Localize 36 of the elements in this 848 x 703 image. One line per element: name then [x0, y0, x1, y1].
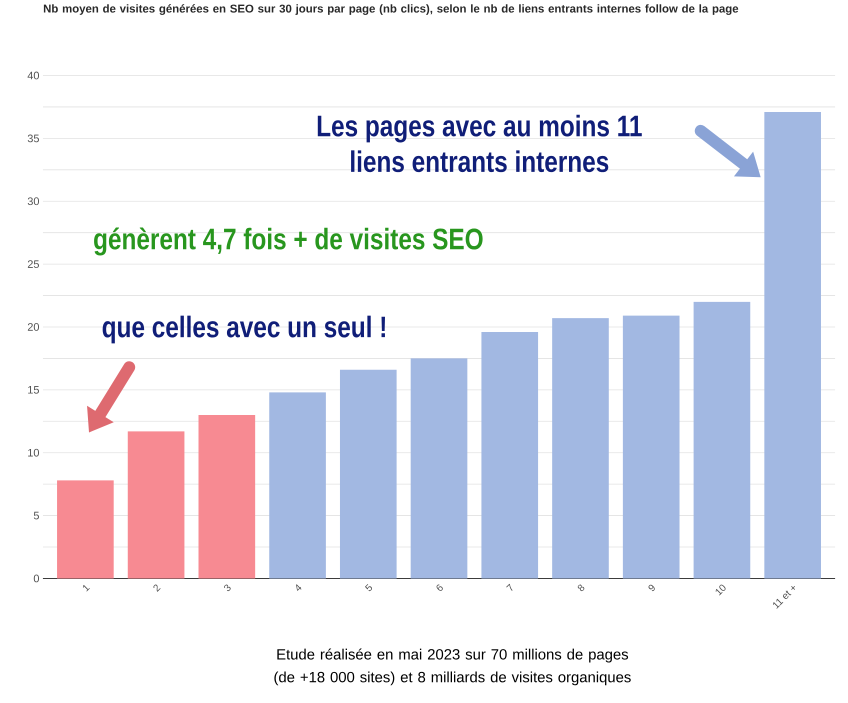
y-tick-label: 35 — [28, 134, 39, 142]
y-tick-label: 15 — [28, 386, 39, 394]
x-tick-label: 1 — [82, 585, 90, 592]
bar — [57, 480, 114, 579]
bar — [764, 112, 821, 579]
bar — [128, 432, 184, 579]
y-tick-label: 30 — [28, 198, 39, 206]
bar — [552, 318, 609, 579]
bar — [694, 302, 750, 579]
chart-title: Nb moyen de visites générées en SEO sur 30 jours par page (nb clics), selon le nb de liens entrants internes follow de la page — [44, 4, 738, 16]
text: Etude réalisée en mai 2023 sur 70 millions de pages (de +18 000 sites) et 8 milliards de visites organiques — [274, 648, 631, 686]
x-tick-label: 2 — [153, 584, 161, 592]
x-tick-label: 8 — [578, 584, 584, 592]
x-tick-label: 10 — [716, 584, 726, 596]
bar — [410, 358, 468, 579]
x-tick-label: 6 — [436, 584, 443, 592]
y-tick-label: 0 — [34, 574, 40, 582]
y-tick-label: 20 — [28, 323, 39, 331]
bar — [622, 316, 680, 579]
bar — [481, 332, 538, 579]
x-tick-label: 11 et + — [773, 586, 796, 609]
x-tick-label: 4 — [296, 584, 302, 592]
y-tick-label: 5 — [34, 512, 39, 520]
annotation: que celles avec un seul ! — [102, 316, 386, 344]
y-tick-label: 10 — [28, 449, 39, 457]
bar — [340, 370, 397, 579]
x-tick-label: 5 — [364, 584, 372, 592]
y-tick-label: 40 — [28, 72, 39, 80]
annotation: génèrent 4,7 fois + de visites SEO — [94, 228, 483, 256]
x-tick-label: 9 — [648, 584, 655, 592]
x-tick-label: 3 — [224, 584, 231, 592]
bar — [269, 392, 326, 579]
y-tick-label: 25 — [28, 260, 39, 268]
x-tick-label: 7 — [506, 584, 513, 592]
annotation: Les pages avec au moins 11 liens entrants internes — [318, 114, 642, 172]
bar — [198, 415, 256, 579]
